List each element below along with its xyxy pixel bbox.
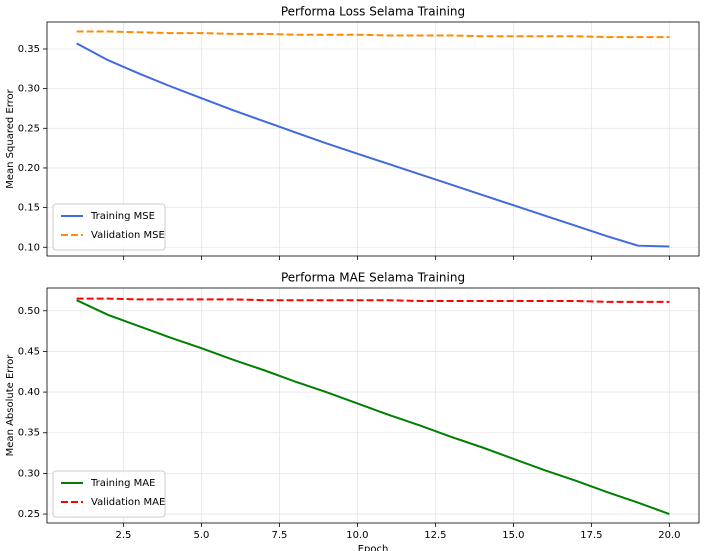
y-tick-label: 0.40 — [18, 387, 40, 398]
y-tick-label: 0.35 — [18, 44, 40, 55]
legend-label: Training MSE — [90, 211, 155, 222]
x-axis-label: Epoch — [358, 544, 389, 551]
legend-label: Validation MSE — [91, 230, 165, 241]
y-tick-label: 0.35 — [18, 428, 40, 439]
y-tick-label: 0.45 — [18, 346, 40, 357]
chart-title: Performa Loss Selama Training — [281, 5, 465, 19]
plot-frame — [46, 21, 700, 257]
legend-label: Training MAE — [90, 478, 155, 489]
x-tick-label: 2.5 — [115, 530, 131, 541]
line-series — [76, 30, 670, 39]
y-tick-label: 0.10 — [18, 242, 40, 253]
y-tick-label: 0.20 — [18, 163, 40, 174]
x-tick-label: 15.0 — [502, 530, 524, 541]
line-series — [76, 299, 670, 515]
y-tick-label: 0.50 — [18, 306, 40, 317]
chart-title: Performa MAE Selama Training — [281, 271, 465, 285]
y-tick-label: 0.30 — [18, 84, 40, 95]
x-tick-label: 20.0 — [658, 530, 680, 541]
y-axis-label: Mean Absolute Error — [5, 354, 16, 457]
y-tick-label: 0.25 — [18, 509, 40, 520]
x-tick-label: 7.5 — [271, 530, 287, 541]
line-series — [76, 42, 670, 248]
line-series — [76, 297, 670, 303]
x-tick-label: 5.0 — [193, 530, 209, 541]
y-tick-label: 0.15 — [18, 203, 40, 214]
x-tick-label: 17.5 — [580, 530, 602, 541]
x-tick-label: 12.5 — [424, 530, 446, 541]
y-axis-label: Mean Squared Error — [5, 88, 16, 188]
y-tick-label: 0.30 — [18, 468, 40, 479]
x-tick-label: 10.0 — [346, 530, 368, 541]
plot-frame — [46, 287, 700, 524]
legend-label: Validation MAE — [91, 497, 165, 508]
y-tick-label: 0.25 — [18, 123, 40, 134]
